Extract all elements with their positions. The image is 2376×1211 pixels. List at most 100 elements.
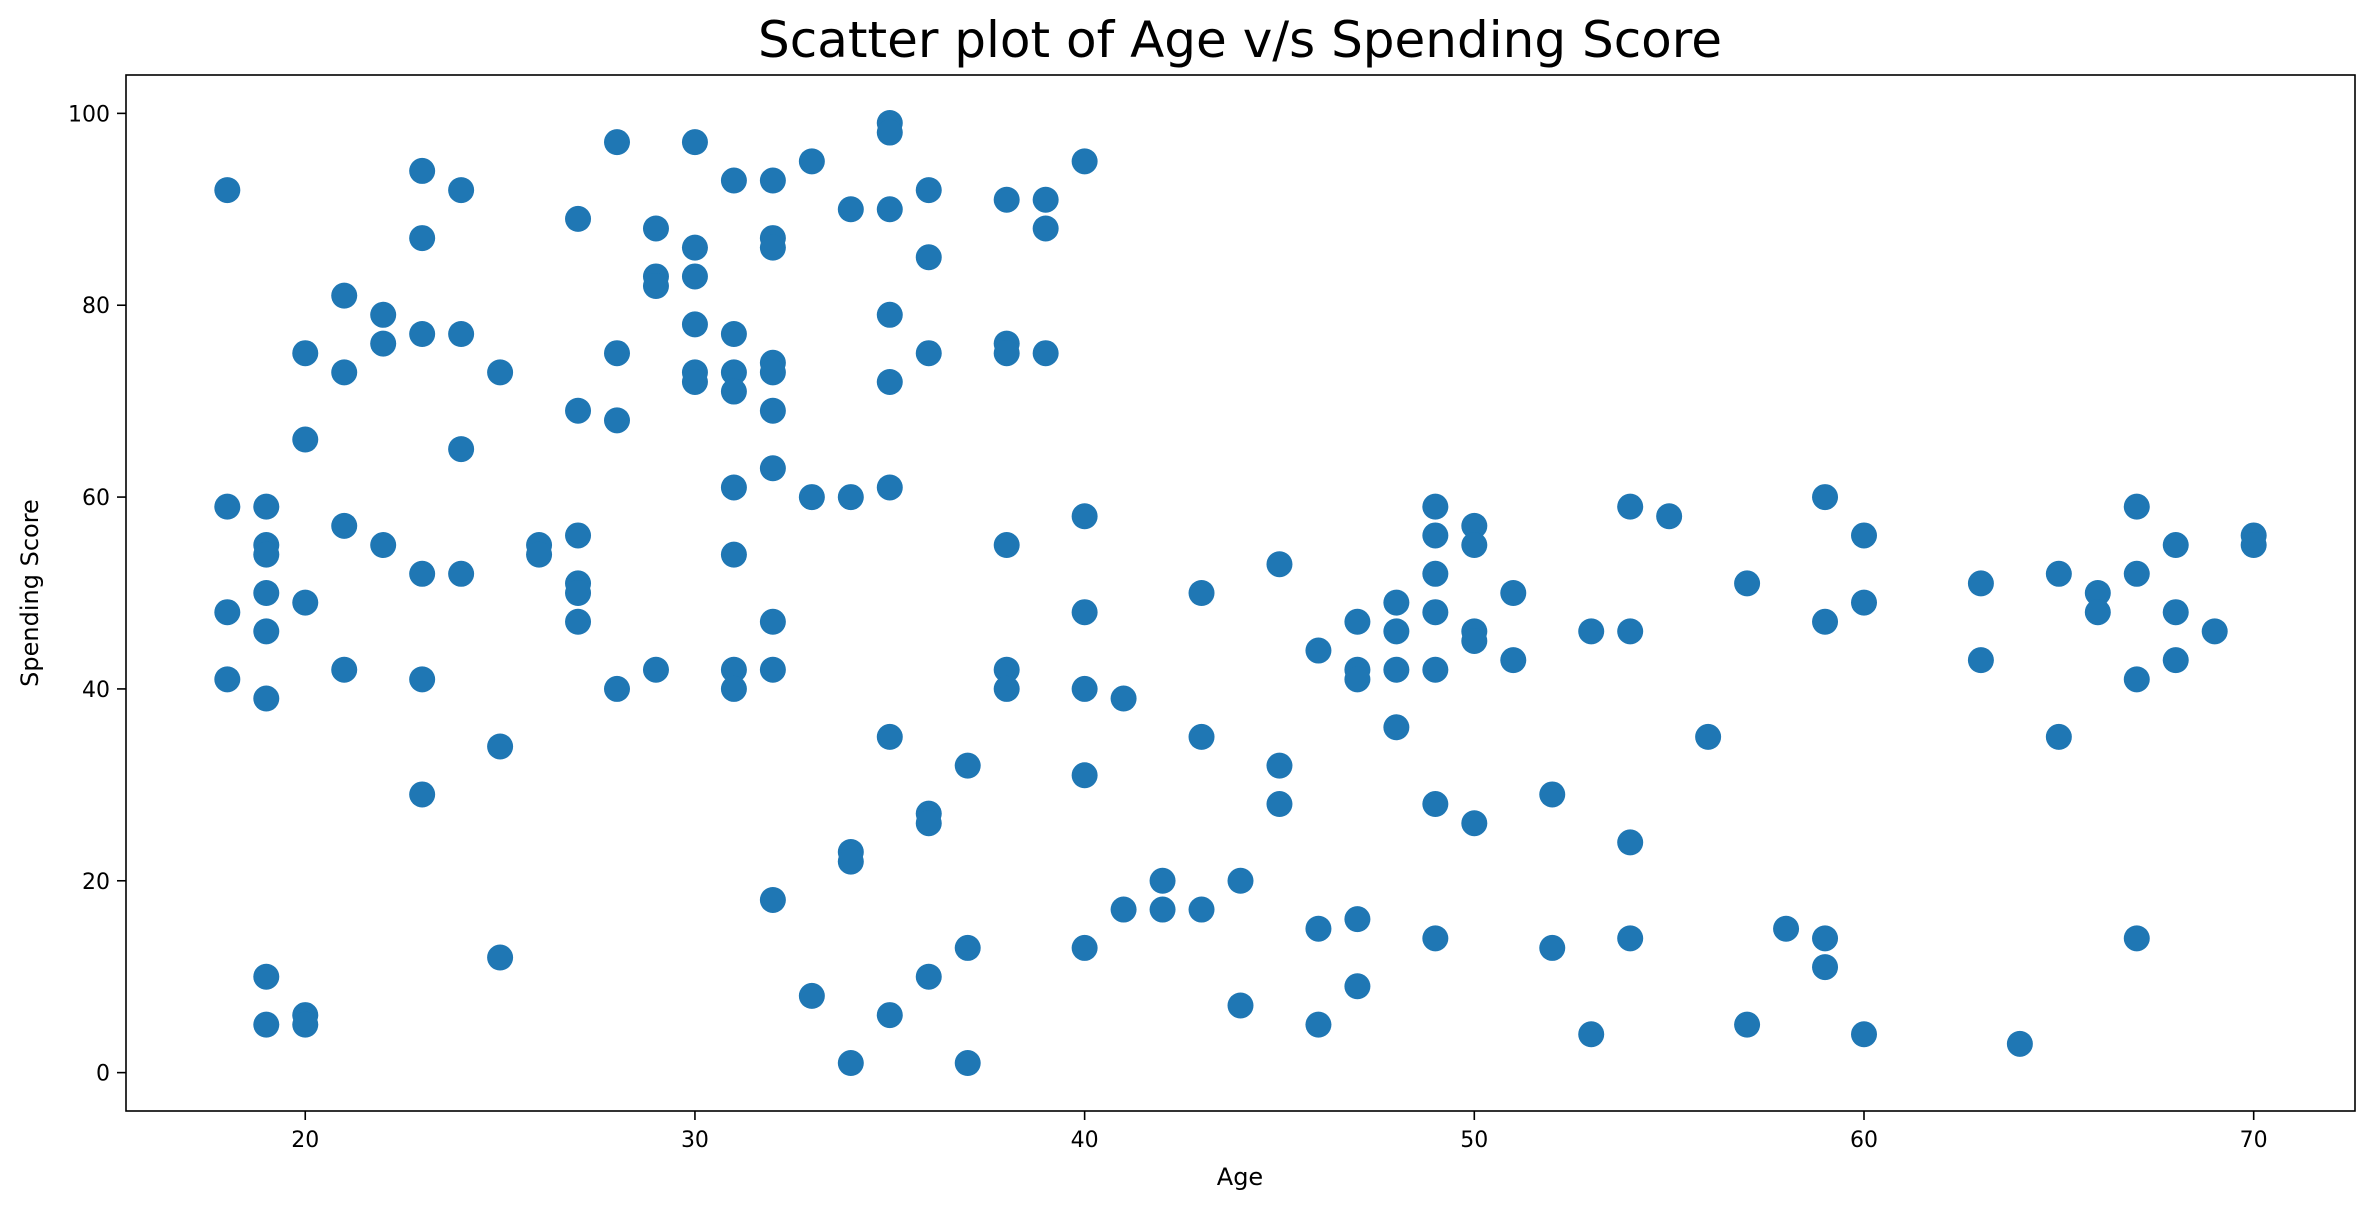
data-point — [292, 340, 319, 367]
data-point — [253, 493, 280, 520]
data-point — [448, 560, 475, 587]
data-point — [720, 656, 747, 683]
data-point — [253, 685, 280, 712]
data-point — [1071, 675, 1098, 702]
data-point — [487, 733, 514, 760]
data-point — [993, 186, 1020, 213]
data-point — [876, 368, 903, 395]
data-point — [2045, 560, 2072, 587]
data-point — [1461, 512, 1488, 539]
data-point — [876, 723, 903, 750]
data-point — [1617, 925, 1644, 952]
data-point — [1266, 752, 1293, 779]
data-point — [2084, 599, 2111, 626]
data-point — [759, 167, 786, 194]
data-point — [565, 522, 592, 549]
data-point — [993, 656, 1020, 683]
data-point — [292, 426, 319, 453]
data-point — [604, 129, 630, 156]
data-point — [1967, 570, 1994, 597]
data-point — [1851, 589, 1877, 616]
data-point — [604, 407, 630, 434]
data-point — [1500, 647, 1527, 674]
data-point — [253, 541, 280, 568]
data-point — [1071, 503, 1098, 530]
data-point — [876, 119, 903, 146]
data-point — [1227, 867, 1254, 894]
data-point — [253, 618, 280, 645]
data-point — [837, 196, 864, 223]
data-point — [2240, 532, 2267, 559]
data-point — [1071, 599, 1098, 626]
data-point — [759, 886, 786, 913]
data-point — [759, 234, 786, 261]
data-point — [253, 1011, 280, 1038]
data-point — [642, 656, 669, 683]
data-point — [681, 311, 708, 338]
data-point — [409, 781, 436, 808]
data-point — [954, 1050, 981, 1077]
x-axis-label: Age — [1217, 1163, 1263, 1191]
data-point — [798, 148, 825, 175]
data-point — [1149, 867, 1176, 894]
data-point — [331, 656, 358, 683]
data-point — [1617, 618, 1644, 645]
data-point — [1188, 723, 1215, 750]
data-point — [565, 205, 592, 232]
data-point — [798, 982, 825, 1009]
data-point — [2162, 647, 2189, 674]
data-point — [1812, 608, 1839, 635]
data-point — [759, 397, 786, 424]
x-tick-label: 20 — [291, 1128, 319, 1153]
data-point — [292, 1011, 319, 1038]
data-point — [1812, 954, 1839, 981]
data-point — [1461, 810, 1488, 837]
data-point — [370, 301, 397, 328]
data-point — [1734, 1011, 1761, 1038]
data-point — [1266, 551, 1293, 578]
data-point — [292, 589, 319, 616]
y-tick-label: 80 — [82, 294, 110, 319]
data-point — [2123, 666, 2150, 693]
data-point — [798, 484, 825, 511]
data-point — [253, 963, 280, 990]
data-point — [759, 359, 786, 386]
data-point — [681, 129, 708, 156]
data-point — [993, 340, 1020, 367]
data-point — [720, 359, 747, 386]
data-points — [214, 109, 2267, 1077]
data-point — [915, 963, 942, 990]
data-point — [2123, 493, 2150, 520]
data-point — [565, 608, 592, 635]
data-point — [1032, 215, 1059, 242]
data-point — [1383, 714, 1410, 741]
data-point — [1071, 934, 1098, 961]
data-point — [214, 599, 241, 626]
data-point — [837, 848, 864, 875]
data-point — [1344, 666, 1371, 693]
data-point — [1032, 186, 1059, 213]
data-point — [409, 321, 436, 347]
data-point — [1695, 723, 1722, 750]
data-point — [1539, 934, 1566, 961]
y-tick-label: 40 — [82, 678, 110, 703]
data-point — [1383, 656, 1410, 683]
data-point — [2084, 580, 2111, 606]
data-point — [915, 177, 942, 204]
data-point — [370, 330, 397, 357]
data-point — [526, 541, 553, 568]
data-point — [1578, 1021, 1605, 1048]
data-point — [1110, 896, 1137, 923]
data-point — [759, 455, 786, 482]
data-point — [214, 493, 241, 520]
data-point — [1500, 580, 1527, 606]
data-point — [604, 675, 630, 702]
data-point — [2006, 1030, 2033, 1057]
data-point — [2162, 532, 2189, 559]
data-point — [409, 225, 436, 252]
x-tick-label: 40 — [1071, 1128, 1099, 1153]
data-point — [487, 944, 514, 971]
data-point — [214, 177, 241, 204]
data-point — [759, 608, 786, 635]
data-point — [448, 321, 475, 347]
